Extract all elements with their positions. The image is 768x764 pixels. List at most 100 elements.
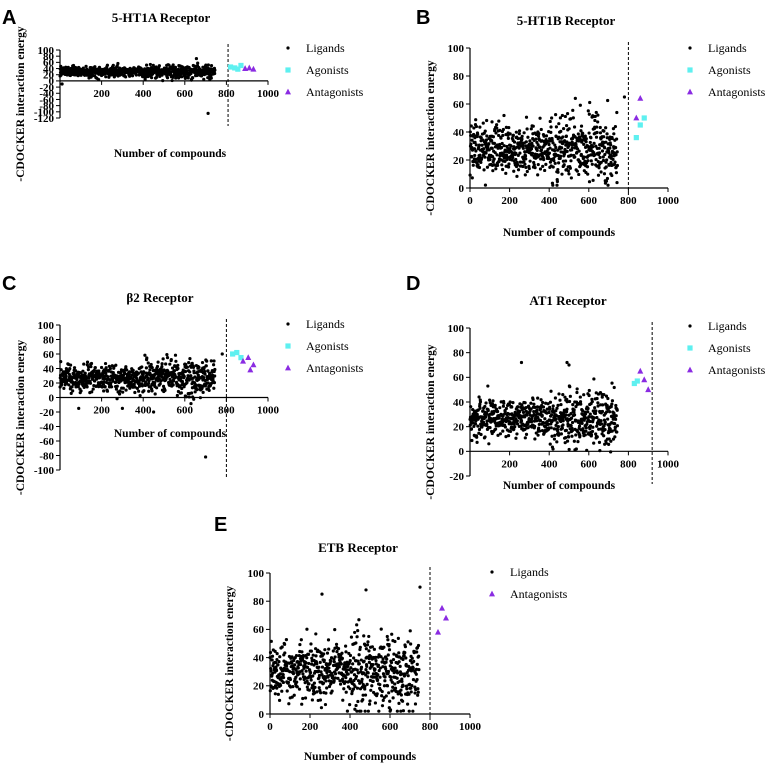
ligand-point [559, 402, 563, 407]
ligand-point [469, 142, 473, 146]
ligand-point [596, 173, 601, 177]
agonist-point [634, 378, 640, 384]
ligand-point [319, 706, 324, 710]
ligand-point [569, 424, 573, 428]
ligand-point [140, 365, 144, 369]
ligand-point [356, 671, 360, 675]
ligand-point [559, 129, 563, 133]
ligand-point [386, 653, 390, 657]
ligand-point [68, 367, 72, 371]
ligand-point [565, 417, 569, 421]
ligand-point [536, 143, 540, 147]
ligand-point [118, 389, 122, 393]
ligand-point [385, 684, 390, 688]
ligand-point [144, 63, 149, 67]
ligand-point [400, 677, 404, 681]
ligand-point [497, 133, 501, 138]
ligand-point [346, 672, 350, 676]
ligand-point [554, 423, 558, 428]
ligand-point [198, 396, 203, 400]
y-tick-label: 20 [43, 378, 55, 390]
agonist-point [633, 135, 639, 141]
ligand-point [273, 692, 277, 696]
ligand-point [367, 660, 371, 664]
ligand-point [506, 433, 511, 438]
ligand-point [610, 381, 614, 385]
ligand-point [104, 366, 108, 370]
ligand-point [566, 435, 571, 439]
ligand-point [579, 152, 583, 157]
ligand-point [501, 404, 505, 408]
ligand-point [469, 405, 473, 409]
ligand-point [549, 130, 553, 134]
ligand-point [131, 368, 135, 372]
ligand-point [305, 679, 309, 683]
ligand-point [386, 638, 390, 642]
ligand-point [163, 388, 167, 392]
ligand-point [306, 652, 311, 656]
y-tick-label: -20 [449, 471, 464, 483]
ligand-point [585, 448, 589, 452]
ligand-point [485, 419, 489, 423]
ligand-point [195, 388, 199, 392]
ligand-point [558, 154, 563, 158]
ligand-point [100, 385, 104, 389]
ligand-point [484, 138, 489, 142]
ligand-point [309, 649, 313, 653]
ligand-point [409, 642, 413, 646]
ligand-point [331, 674, 335, 678]
ligand-point [536, 162, 540, 167]
ligand-point [99, 365, 104, 370]
ligand-point [468, 130, 472, 134]
ligand-point [477, 143, 481, 147]
ligand-point [516, 405, 520, 409]
ligand-point [479, 136, 483, 140]
ligand-point [401, 657, 405, 662]
ligand-point [539, 398, 543, 402]
ligand-point [551, 141, 555, 145]
ligand-point [407, 692, 411, 696]
ligand-point [553, 161, 557, 165]
ligand-point [400, 699, 405, 703]
ligand-point [179, 391, 183, 395]
ligand-point [174, 375, 178, 379]
ligand-point [158, 382, 162, 386]
ligand-point [584, 426, 588, 430]
ligand-point [588, 140, 592, 145]
ligand-point [518, 409, 522, 414]
ligand-point [602, 434, 606, 438]
ligand-point [569, 153, 573, 157]
antagonist-point [242, 65, 249, 71]
ligand-point [208, 77, 212, 81]
ligand-point [554, 125, 559, 129]
ligand-point [384, 694, 388, 698]
agonist-point [238, 355, 244, 361]
ligand-point [491, 135, 496, 139]
ligand-point [354, 703, 358, 708]
ligand-point [592, 416, 596, 420]
ligand-point [476, 424, 480, 428]
ligand-point [114, 363, 118, 367]
ligand-point [353, 685, 357, 689]
ligand-point [521, 410, 526, 414]
legend-agonists-marker [687, 345, 693, 351]
ligand-point [401, 709, 405, 713]
ligand-point [307, 682, 311, 686]
ligand-point [280, 689, 284, 693]
ligand-point [533, 405, 537, 409]
ligand-point [150, 389, 154, 393]
ligand-point [310, 698, 314, 702]
ligand-point [470, 176, 474, 180]
ligand-point [538, 167, 543, 171]
ligand-point [172, 369, 177, 373]
ligand-point [495, 123, 499, 127]
ligand-point [417, 654, 421, 658]
ligand-point [114, 380, 118, 384]
ligand-point [366, 640, 370, 644]
ligand-point [170, 78, 174, 83]
ligand-point [520, 134, 524, 138]
ligand-point [474, 143, 478, 147]
ligand-point [604, 126, 608, 130]
y-tick-label: 80 [43, 51, 55, 63]
ligand-point [496, 409, 500, 414]
